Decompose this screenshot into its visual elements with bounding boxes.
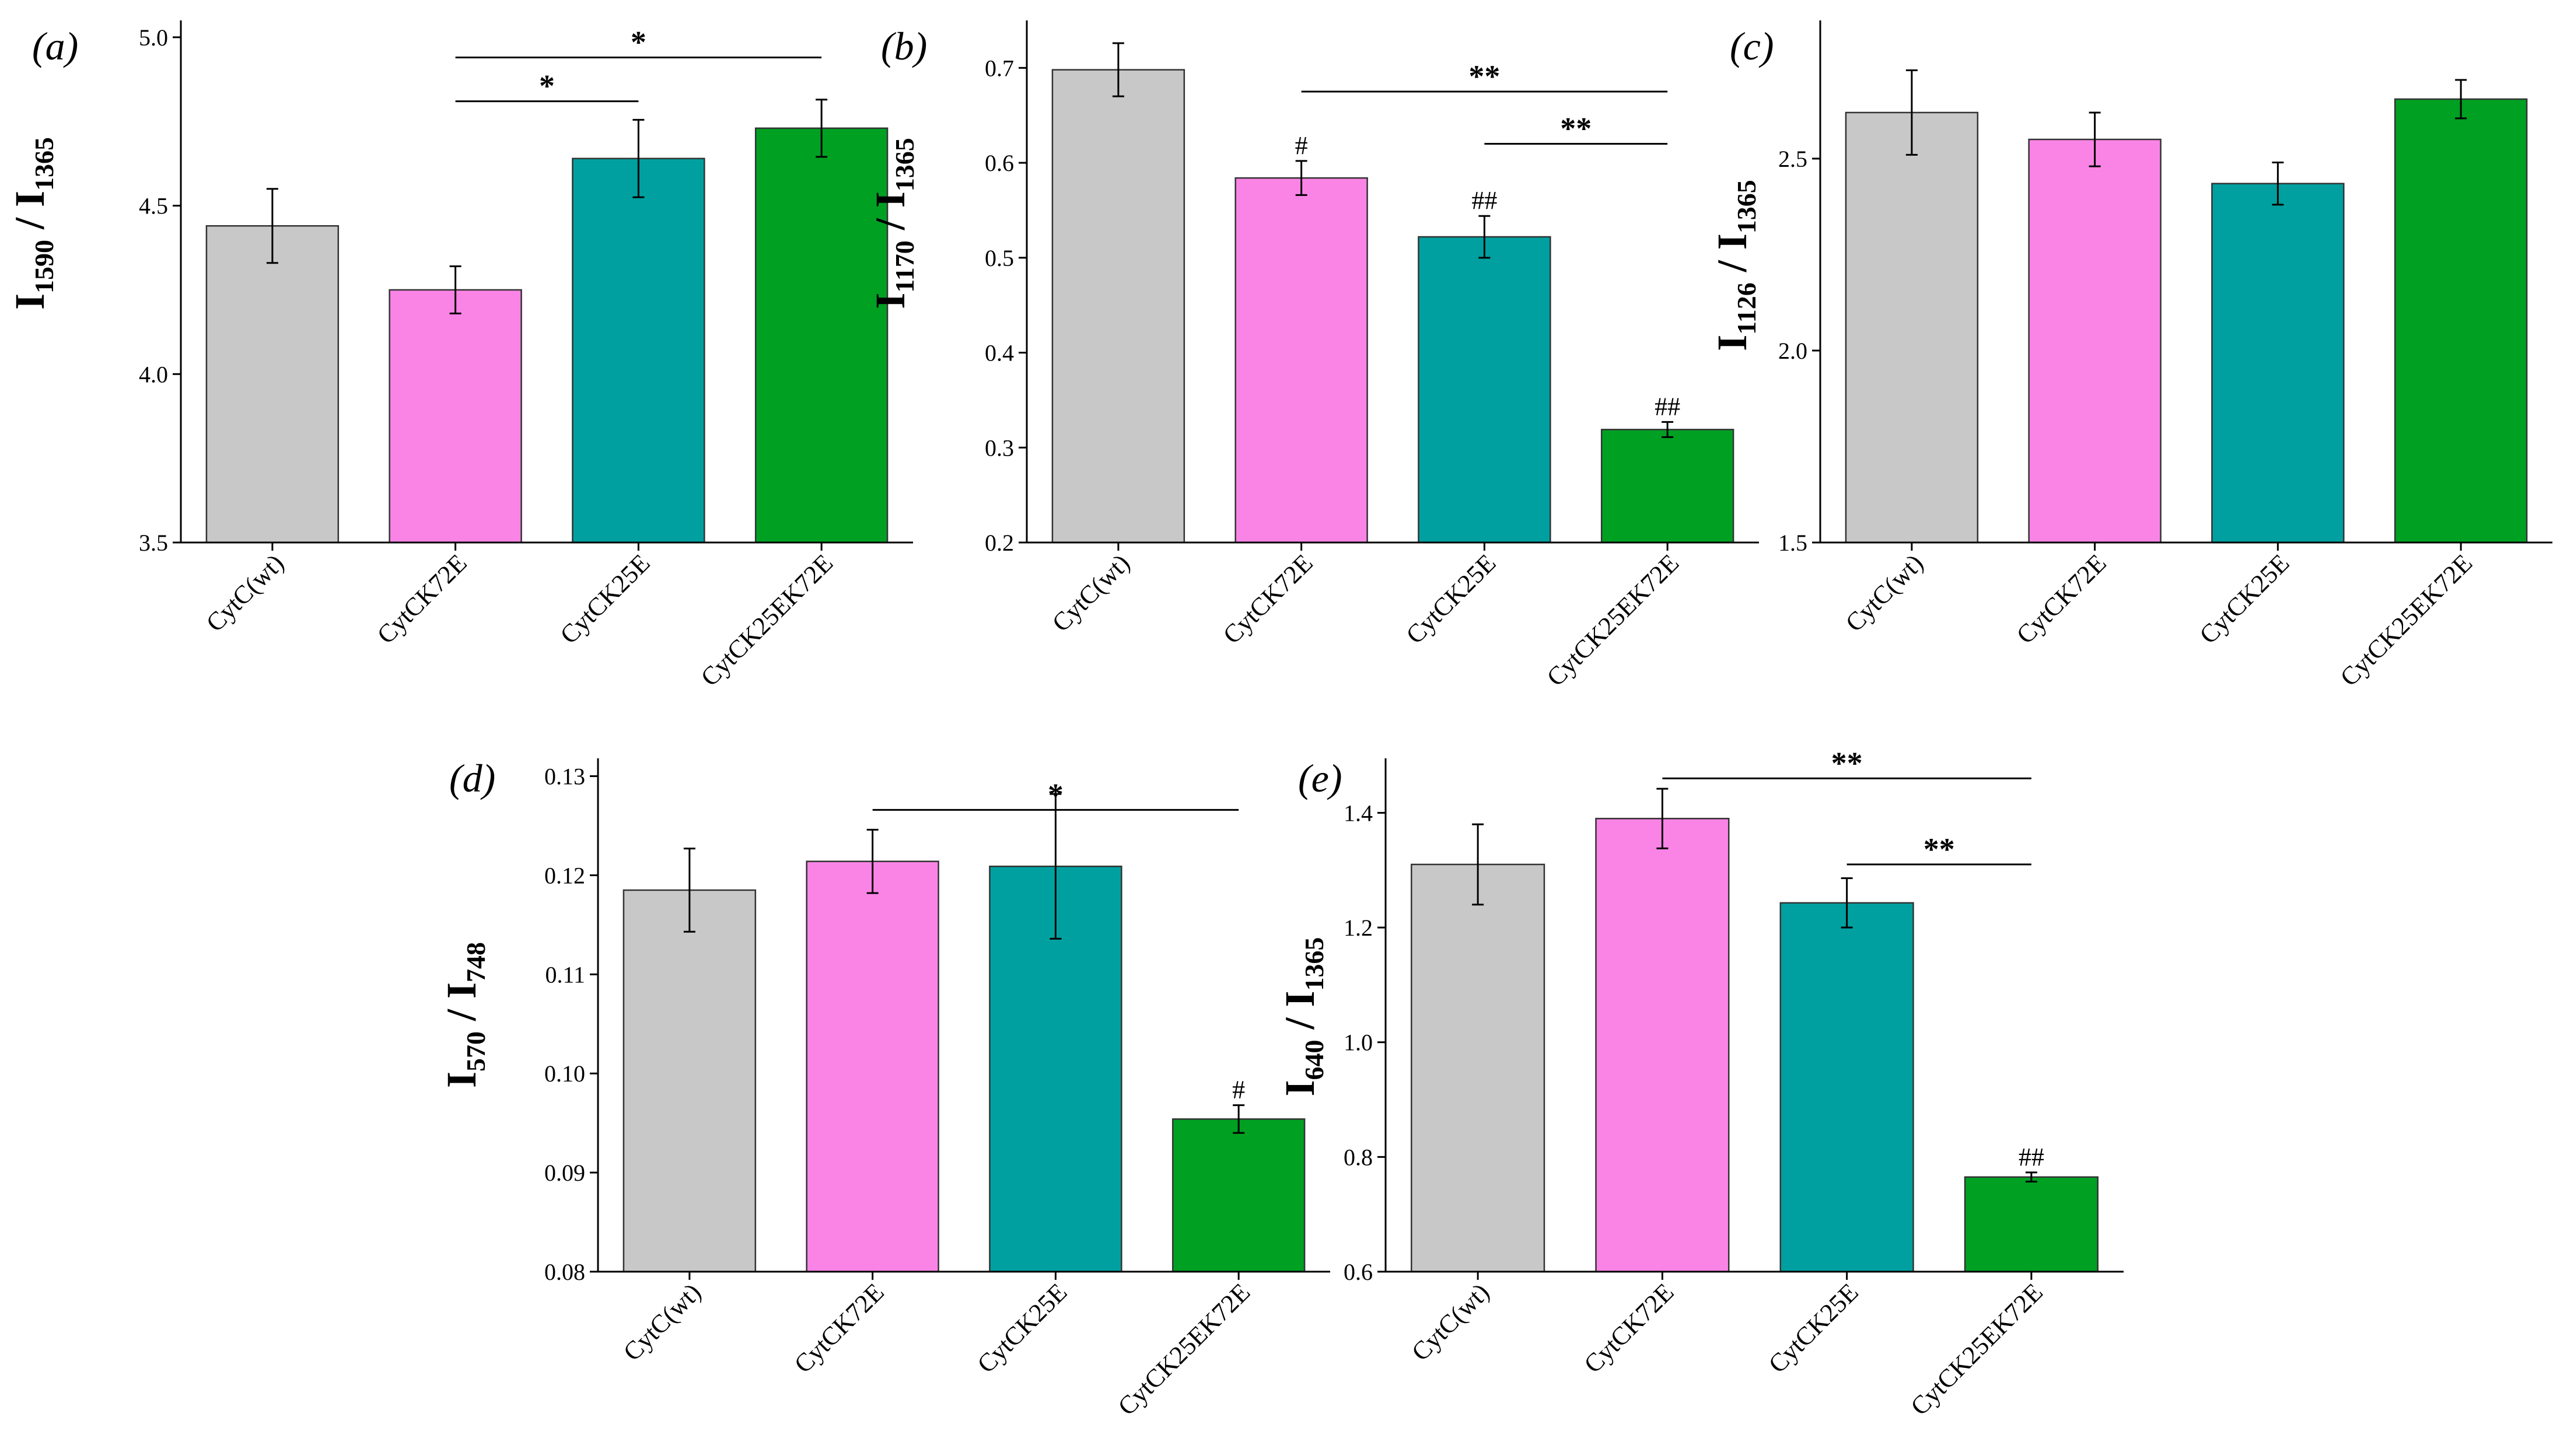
panel-label-a: (a) [32,24,78,68]
y-axis-label-part-a-0: I [6,293,53,310]
bar-d-0 [622,889,757,1273]
bar-e-1 [1595,817,1730,1273]
y-tick-label-a-0: 3.5 [139,530,168,556]
y-tick-label-b-4: 0.6 [985,150,1014,176]
y-axis-label-a: I1590 / I1365 [6,137,59,310]
y-axis-label-part-b-3: 1365 [890,138,919,191]
y-axis-label-part-b-2: / I [867,191,914,240]
y-axis-label-e: I640 / I1365 [1276,937,1329,1096]
bracket-label-a-0: * [631,25,646,60]
bracket-label-e-0: ** [1831,746,1863,780]
y-axis-label-part-d-1: 570 [461,1031,491,1072]
y-axis-label-c: I1126 / I1365 [1709,180,1761,351]
y-axis-label-part-a-2: / I [6,191,53,240]
y-axis-label-b: I1170 / I1365 [867,138,919,309]
y-tick-label-a-2: 4.5 [139,193,168,219]
y-axis-label-part-a-1: 1590 [29,240,59,293]
bar-mark-e-3: ## [2019,1143,2044,1171]
y-tick-label-c-2: 2.5 [1778,146,1807,172]
bar-c-2 [2211,183,2345,544]
y-axis-label-part-c-2: / I [1709,233,1755,282]
y-axis-label-part-e-0: I [1276,1080,1323,1097]
bar-d-3 [1171,1118,1306,1273]
y-axis-label-part-b-1: 1170 [890,240,919,292]
y-axis-label-part-a-3: 1365 [29,137,59,191]
bar-b-2 [1418,236,1551,544]
y-tick-label-b-1: 0.3 [985,435,1014,461]
panel-label-b: (b) [881,24,927,68]
y-axis-label-part-d-3: 748 [461,942,491,982]
y-axis-label-part-c-3: 1365 [1732,180,1761,233]
y-axis-label-part-e-2: / I [1276,991,1323,1040]
y-axis-label-part-e-1: 640 [1299,1040,1329,1080]
panel-label-e: (e) [1298,756,1342,800]
y-axis-label-d: I570 / I748 [438,942,491,1088]
bar-mark-b-1: # [1295,131,1308,160]
y-tick-label-d-2: 0.10 [544,1060,585,1087]
bracket-label-b-1: ** [1560,111,1592,146]
bar-b-3 [1600,429,1734,544]
y-axis-label-part-d-0: I [438,1072,485,1088]
y-tick-label-d-0: 0.08 [544,1259,585,1285]
bar-c-1 [2028,138,2162,544]
bar-e-2 [1779,902,1914,1273]
y-tick-label-b-2: 0.4 [985,340,1014,366]
bar-a-0 [205,225,340,544]
bar-e-0 [1411,863,1545,1273]
bar-a-3 [754,127,889,544]
y-tick-label-d-5: 0.13 [544,764,585,790]
y-tick-label-e-1: 0.8 [1344,1144,1373,1170]
y-tick-label-e-3: 1.2 [1344,915,1373,941]
bracket-label-b-0: ** [1468,59,1500,94]
bar-mark-b-2: ## [1471,186,1497,215]
y-axis-label-part-d-2: / I [438,982,485,1031]
bar-mark-b-3: ## [1655,392,1680,421]
bar-a-2 [572,158,705,544]
y-axis-label-part-c-0: I [1709,335,1755,351]
panel-label-c: (c) [1730,24,1774,68]
panel-label-d: (d) [449,756,495,800]
bar-a-1 [389,289,522,544]
bar-c-0 [1845,111,1979,544]
y-tick-label-e-4: 1.4 [1344,800,1373,826]
y-tick-label-d-1: 0.09 [544,1160,585,1186]
y-tick-label-d-3: 0.11 [545,961,585,988]
y-tick-label-e-2: 1.0 [1344,1030,1373,1056]
bar-mark-d-3: # [1232,1076,1245,1104]
y-axis-label-part-b-0: I [867,293,914,309]
y-tick-label-b-5: 0.7 [985,55,1014,81]
y-tick-label-d-4: 0.12 [544,862,585,888]
bar-e-3 [1964,1176,2099,1273]
y-tick-label-c-1: 2.0 [1778,338,1807,364]
y-tick-label-e-0: 0.6 [1344,1259,1373,1285]
bar-b-0 [1051,69,1185,544]
y-tick-label-b-3: 0.5 [985,245,1014,271]
bar-b-1 [1234,177,1368,544]
y-tick-label-b-0: 0.2 [985,530,1014,556]
y-tick-label-a-1: 4.0 [139,361,168,387]
y-axis-label-part-e-3: 1365 [1299,937,1329,991]
y-tick-label-c-0: 1.5 [1778,530,1807,556]
y-tick-label-a-3: 5.0 [139,24,168,51]
y-axis-label-part-c-1: 1126 [1732,282,1761,334]
bar-d-1 [806,860,939,1273]
bracket-label-e-1: ** [1923,832,1955,867]
bracket-label-a-1: * [539,69,555,104]
bracket-label-d-0: * [1048,777,1064,812]
bar-c-3 [2394,98,2528,544]
